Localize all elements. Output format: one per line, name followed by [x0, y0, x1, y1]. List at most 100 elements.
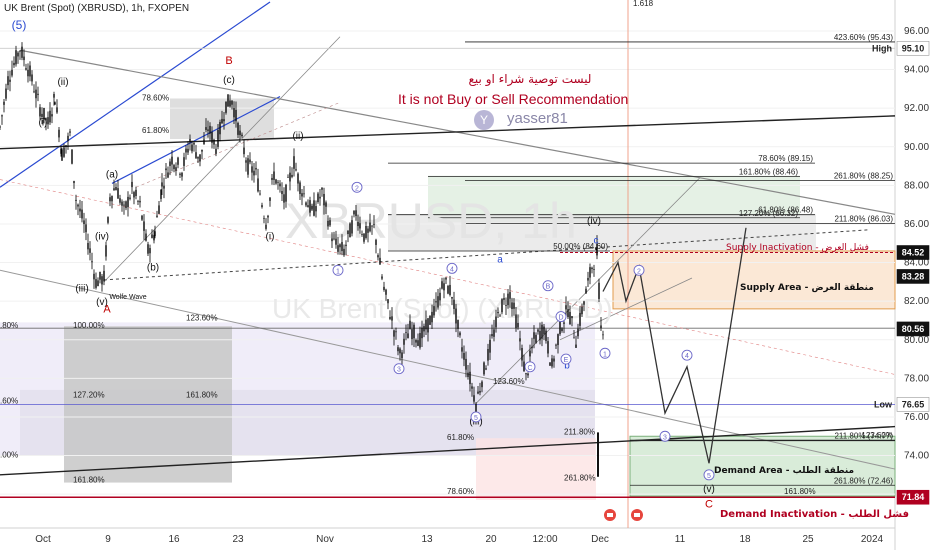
candle-body [83, 220, 85, 224]
candle-body [143, 221, 145, 231]
candle-body [541, 324, 543, 339]
candle-body [47, 117, 49, 125]
candle-body [215, 148, 217, 154]
blue-channel-line [111, 96, 281, 184]
rising-grey-line-3 [475, 177, 701, 404]
candle-body [23, 56, 25, 61]
demand-inactivation-label: Demand Inactivation - فشل الطلب [720, 509, 910, 520]
candle-body [263, 218, 265, 219]
candle-body [477, 391, 479, 394]
candle-body [281, 191, 283, 195]
circle-marker-label: 2 [637, 268, 641, 275]
candle-body [377, 255, 379, 258]
candle-body [471, 386, 473, 389]
badge-tag-label: Low [874, 399, 893, 409]
fib-ratio-label: 211.80% [564, 427, 595, 436]
wave-label: (ii) [292, 131, 303, 142]
candle-body [563, 322, 565, 324]
candle-body [227, 94, 229, 107]
disclaimer-english: It is not Buy or Sell Recommendation [398, 91, 629, 107]
candle-body [515, 314, 517, 328]
candle-body [409, 320, 411, 329]
price-badge [896, 397, 930, 412]
candle-body [539, 330, 541, 341]
candle-body [551, 358, 553, 367]
wave-label: (a) [106, 170, 118, 181]
candle-body [501, 299, 503, 313]
disclaimer-arabic: ليست توصية شراء او بيع [468, 72, 592, 86]
candle-body [589, 267, 591, 278]
candle-body [569, 311, 571, 324]
y-tick-label: 76.00 [904, 412, 929, 423]
circle-marker-label: 1 [603, 351, 607, 358]
candle-body [277, 181, 279, 183]
candle-body [291, 174, 293, 177]
candle-body [319, 196, 321, 199]
circle-marker [393, 363, 405, 375]
candle-body [295, 169, 297, 171]
x-tick-label: Oct [35, 534, 51, 545]
circle-marker-label: 1 [336, 268, 340, 275]
candle-body [89, 248, 91, 253]
candle-body [383, 286, 385, 290]
candle-body [507, 293, 509, 306]
fib-level-label: 211.80% (86.03) [834, 214, 893, 223]
lower-channel-line [0, 269, 896, 470]
candle-body [431, 311, 433, 323]
x-tick-label: 13 [421, 534, 433, 545]
candle-body [209, 125, 211, 134]
fib-ratio-label: .00% [0, 450, 18, 459]
candle-body [327, 220, 329, 227]
candle-body [483, 362, 485, 375]
candle-body [121, 201, 123, 206]
fib-ratio-label: 127.20% [73, 391, 105, 400]
candle-body [105, 245, 107, 257]
candle-body [593, 269, 595, 270]
candle-body [485, 368, 487, 370]
candle-body [333, 238, 335, 240]
fib-level-label: 161.80% (88.46) [739, 167, 798, 176]
candle-body [349, 223, 351, 238]
candle-body [335, 238, 337, 245]
x-tick-label: 20 [485, 534, 497, 545]
candle-body [341, 242, 343, 252]
fib-ratio-label: 161.80% [73, 476, 105, 485]
candle-body [309, 200, 311, 213]
candle-body [399, 348, 401, 354]
candle-body [389, 316, 391, 320]
price-badge-value: 95.10 [902, 43, 925, 53]
candle-body [391, 316, 393, 321]
candle-body [177, 157, 179, 165]
candle-body [373, 223, 375, 225]
candle-body [465, 358, 467, 370]
y-tick-label: 80.00 [904, 335, 929, 346]
candle-body [415, 339, 417, 343]
candle-body [91, 261, 93, 263]
wave-label: b [564, 361, 570, 372]
x-tick-label: 23 [232, 534, 244, 545]
projected-wave-path [602, 227, 747, 464]
candle-body [347, 230, 349, 235]
fib-ratio-label: 261.80% [564, 474, 596, 483]
candle-body [321, 187, 323, 190]
y-tick-label: 82.00 [904, 296, 929, 307]
candle-body [527, 373, 529, 376]
candle-body [163, 185, 165, 189]
circle-marker-label: D [558, 315, 563, 322]
x-tick-label: 11 [675, 534, 686, 545]
price-badge [896, 245, 930, 260]
candle-body [455, 308, 457, 324]
candle-body [337, 245, 339, 252]
y-tick-label: 94.00 [904, 65, 929, 76]
candle-body [447, 285, 449, 294]
fib-ratio-label: 78.60% [142, 93, 169, 102]
candle-body [467, 372, 469, 377]
candle-body [535, 334, 537, 343]
price-badge-value: 84.52 [902, 248, 925, 258]
wave-label: (5) [12, 18, 27, 32]
candle-body [51, 114, 53, 117]
wave-label: (v) [96, 297, 108, 308]
candle-body [453, 299, 455, 309]
candle-body [489, 339, 491, 353]
